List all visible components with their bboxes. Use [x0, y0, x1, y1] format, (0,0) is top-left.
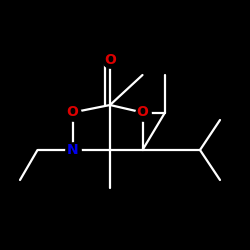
- Text: O: O: [136, 106, 148, 120]
- Text: O: O: [66, 106, 78, 120]
- Text: N: N: [67, 143, 78, 157]
- Text: O: O: [104, 53, 116, 67]
